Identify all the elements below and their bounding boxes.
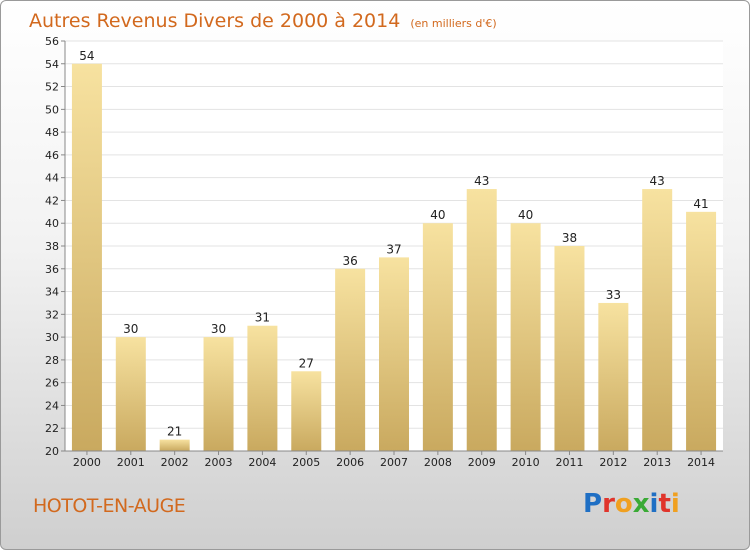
x-tick-label: 2003 [205, 456, 233, 469]
x-tick-label: 2008 [424, 456, 452, 469]
bar [422, 223, 453, 451]
y-tick-label: 24 [45, 399, 59, 412]
x-tick-label: 2000 [73, 456, 101, 469]
data-label: 54 [79, 49, 94, 63]
data-label: 43 [650, 174, 665, 188]
bar [686, 211, 717, 451]
y-tick-label: 26 [45, 377, 59, 390]
bar [203, 337, 234, 451]
x-tick-label: 2007 [380, 456, 408, 469]
bar [291, 371, 322, 451]
data-label: 30 [211, 322, 226, 336]
x-tick-label: 2001 [117, 456, 145, 469]
x-tick-label: 2011 [555, 456, 583, 469]
y-tick-label: 48 [45, 126, 59, 139]
logo-letter: o [614, 489, 633, 519]
data-label: 40 [518, 208, 533, 222]
x-tick-label: 2014 [687, 456, 715, 469]
y-tick-label: 34 [45, 286, 59, 299]
x-tick-label: 2006 [336, 456, 364, 469]
bar [379, 257, 409, 451]
data-label: 43 [474, 174, 489, 188]
location-label: HOTOT-EN-AUGE [33, 495, 186, 517]
y-tick-label: 22 [45, 422, 59, 435]
x-tick-label: 2005 [292, 456, 320, 469]
logo-letter: t [658, 489, 671, 519]
y-tick-label: 44 [45, 172, 59, 185]
logo-letter: i [670, 489, 680, 519]
y-tick-label: 54 [45, 58, 59, 71]
chart-title: Autres Revenus Divers de 2000 à 2014 (en… [29, 10, 497, 32]
bar [115, 337, 146, 451]
x-tick-label: 2012 [599, 456, 627, 469]
bar [642, 189, 673, 452]
y-tick-label: 52 [45, 81, 59, 94]
y-tick-label: 36 [45, 263, 59, 276]
y-tick-label: 38 [45, 240, 59, 253]
y-tick-label: 30 [45, 331, 59, 344]
y-tick-label: 42 [45, 194, 59, 207]
y-tick-label: 46 [45, 149, 59, 162]
y-tick-label: 20 [45, 445, 59, 458]
y-tick-label: 56 [45, 35, 59, 48]
x-tick-label: 2002 [161, 456, 189, 469]
proxiti-logo: Proxiti [583, 489, 680, 519]
data-label: 30 [123, 322, 138, 336]
logo-letter: P [583, 489, 603, 519]
logo-letter: r [602, 489, 615, 519]
bar [510, 223, 541, 451]
data-label: 27 [299, 356, 314, 370]
y-tick-label: 40 [45, 217, 59, 230]
data-label: 41 [693, 197, 708, 211]
data-label: 36 [342, 254, 357, 268]
bar [598, 302, 629, 451]
y-tick-label: 32 [45, 308, 59, 321]
y-tick-label: 50 [45, 103, 59, 116]
bar [71, 63, 102, 452]
title-subtitle: (en milliers d'€) [410, 17, 497, 30]
logo-letter: i [649, 489, 659, 519]
data-label: 37 [386, 242, 401, 256]
data-label: 40 [430, 208, 445, 222]
y-tick-label: 28 [45, 354, 59, 367]
data-label: 33 [606, 288, 621, 302]
data-label: 31 [255, 311, 270, 325]
title-text: Autres Revenus Divers de 2000 à 2014 [29, 10, 401, 32]
logo-letter: x [632, 489, 650, 519]
bar [466, 189, 497, 452]
bar [247, 325, 278, 451]
bar [554, 246, 585, 451]
data-label: 38 [562, 231, 577, 245]
x-tick-label: 2004 [248, 456, 276, 469]
x-tick-label: 2009 [468, 456, 496, 469]
bar [159, 439, 190, 451]
x-tick-label: 2013 [643, 456, 671, 469]
data-label: 21 [167, 425, 182, 439]
x-tick-label: 2010 [512, 456, 540, 469]
bar [335, 268, 366, 451]
